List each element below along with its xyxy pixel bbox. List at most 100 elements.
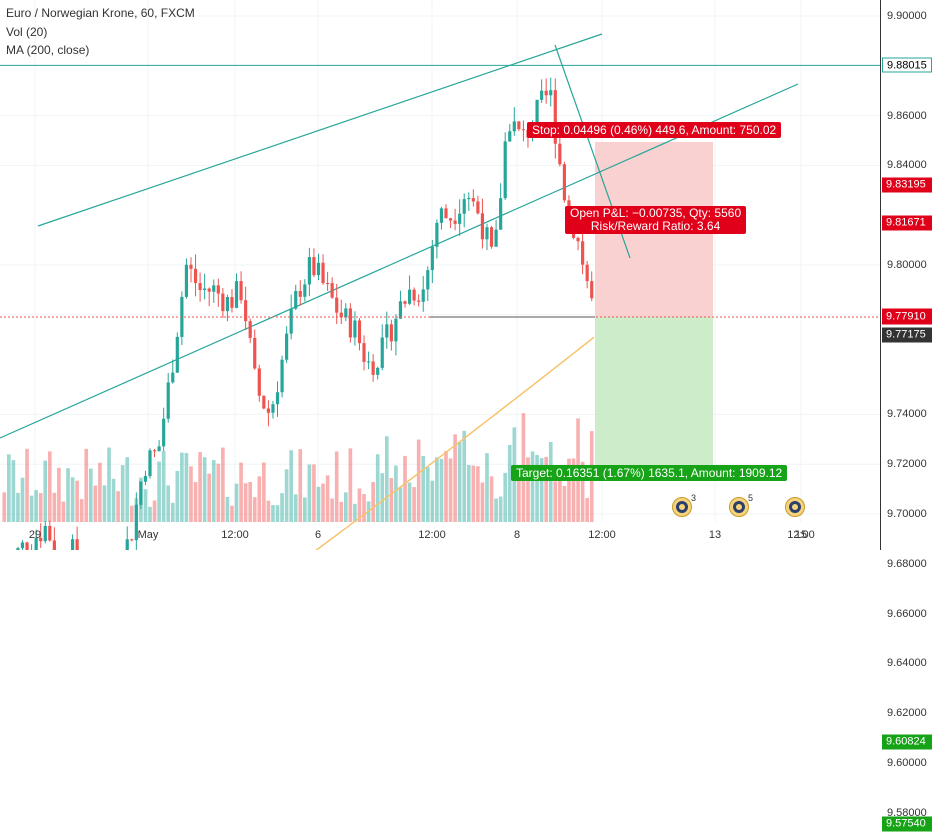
earnings-event-icon-2[interactable]: 5 (729, 493, 753, 517)
volume-bar (562, 485, 567, 522)
candle-body (230, 297, 234, 308)
volume-bar (170, 502, 175, 522)
candle-body (225, 297, 230, 312)
target-zone (595, 317, 713, 469)
price-tick-label: 9.74000 (887, 408, 927, 421)
candle-body (585, 264, 589, 282)
price-tick-label: 9.68000 (887, 557, 927, 570)
volume-bar (476, 466, 480, 522)
candle-body (376, 367, 380, 375)
volume-bar (230, 505, 234, 522)
candle-body (567, 200, 571, 210)
volume-bar (416, 439, 421, 522)
volume-bar (93, 485, 98, 522)
volume-bar (120, 465, 125, 522)
candle-body (335, 297, 339, 313)
price-box: 9.77175 (882, 327, 932, 343)
volume-bar (52, 492, 57, 522)
volume-bar (535, 454, 539, 522)
volume-bar (485, 453, 489, 522)
candle-body (417, 300, 421, 302)
volume-bar (166, 485, 171, 522)
volume-bar (266, 500, 271, 522)
volume-bar (362, 494, 366, 522)
price-box: 9.88015 (882, 57, 932, 73)
volume-bar (421, 455, 426, 522)
time-tick-label: 13 (708, 529, 722, 541)
target-label[interactable]: Target: 0.16351 (1.67%) 1635.1, Amount: … (511, 465, 788, 481)
candle-body (203, 288, 207, 290)
volume-bar (507, 444, 512, 522)
candle-body (20, 542, 25, 549)
stop-label[interactable]: Stop: 0.04496 (0.46%) 449.6, Amount: 750… (527, 122, 782, 138)
candle-body (221, 293, 225, 312)
volume-bar (339, 501, 344, 522)
candle-body (143, 476, 148, 482)
position-zones (595, 142, 713, 469)
volume-bar (275, 505, 280, 522)
volume-bar (517, 467, 521, 522)
price-axis[interactable]: 9.900009.860009.840009.800009.780009.740… (880, 0, 932, 832)
candle-body (25, 542, 29, 554)
volume-bar (152, 500, 157, 522)
volume-bar (439, 458, 444, 522)
volume-bar (75, 480, 79, 522)
pnl-label[interactable]: Open P&L: −0.00735, Qty: 5560 Risk/Rewar… (565, 206, 747, 234)
candle-body (216, 285, 220, 294)
candle-body (148, 450, 152, 477)
candle-body (544, 90, 548, 96)
candle-body (389, 324, 393, 342)
price-tick-label: 9.86000 (887, 109, 927, 122)
volume-bar (189, 466, 193, 522)
volume-bar (316, 486, 321, 522)
volume-bar (70, 477, 75, 522)
volume-bar (394, 465, 398, 522)
candle-body (70, 539, 75, 571)
volume-bar (494, 498, 498, 522)
volume-bar (553, 481, 558, 522)
volume-bar (321, 483, 325, 522)
event-icon-glyph (789, 501, 801, 513)
event-count: 5 (748, 493, 754, 503)
time-tick-label: 12:00 (418, 529, 446, 541)
candle-body (385, 324, 389, 338)
price-tick-label: 9.66000 (887, 607, 927, 620)
candle-body (521, 129, 526, 131)
earnings-event-icon-3[interactable] (785, 497, 805, 517)
price-box: 9.57540 (882, 816, 932, 832)
volume-bar (271, 505, 275, 522)
volume-bar (334, 451, 339, 522)
price-box: 9.60824 (882, 734, 932, 750)
candle-body (157, 446, 161, 452)
price-chart[interactable]: Euro / Norwegian Krone, 60, FXCM Vol (20… (0, 0, 880, 814)
volume-bar (466, 464, 471, 522)
volume-bar (384, 436, 389, 522)
candle-body (152, 450, 157, 452)
candle-body (444, 208, 448, 219)
volume-bar (175, 470, 180, 522)
time-tick-label: 12:00 (221, 529, 249, 541)
candle-body (371, 361, 375, 375)
candle-body (430, 246, 434, 271)
candle-body (494, 229, 498, 247)
candle-body (471, 198, 475, 202)
candle-body (348, 308, 352, 338)
candle-body (366, 361, 371, 363)
candle-body (234, 281, 239, 308)
earnings-event-icon-1[interactable]: 3 (672, 493, 696, 517)
volume-bar (29, 495, 34, 522)
candle-body (162, 418, 166, 447)
volume-bar (20, 477, 25, 522)
volume-bar (389, 478, 394, 522)
volume-bar (262, 462, 266, 522)
time-tick-label: May (137, 529, 159, 541)
price-tick-label: 9.70000 (887, 508, 927, 520)
pnl-label-line-1: Open P&L: −0.00735, Qty: 5560 (570, 206, 742, 220)
price-tick-label: 9.60000 (887, 757, 927, 769)
volume-bar (157, 461, 161, 522)
volume-bar (325, 475, 330, 522)
price-tick-label: 9.62000 (887, 707, 927, 720)
candle-body (285, 333, 289, 360)
volume-bar (107, 447, 111, 522)
price-box: 9.83195 (882, 177, 932, 193)
